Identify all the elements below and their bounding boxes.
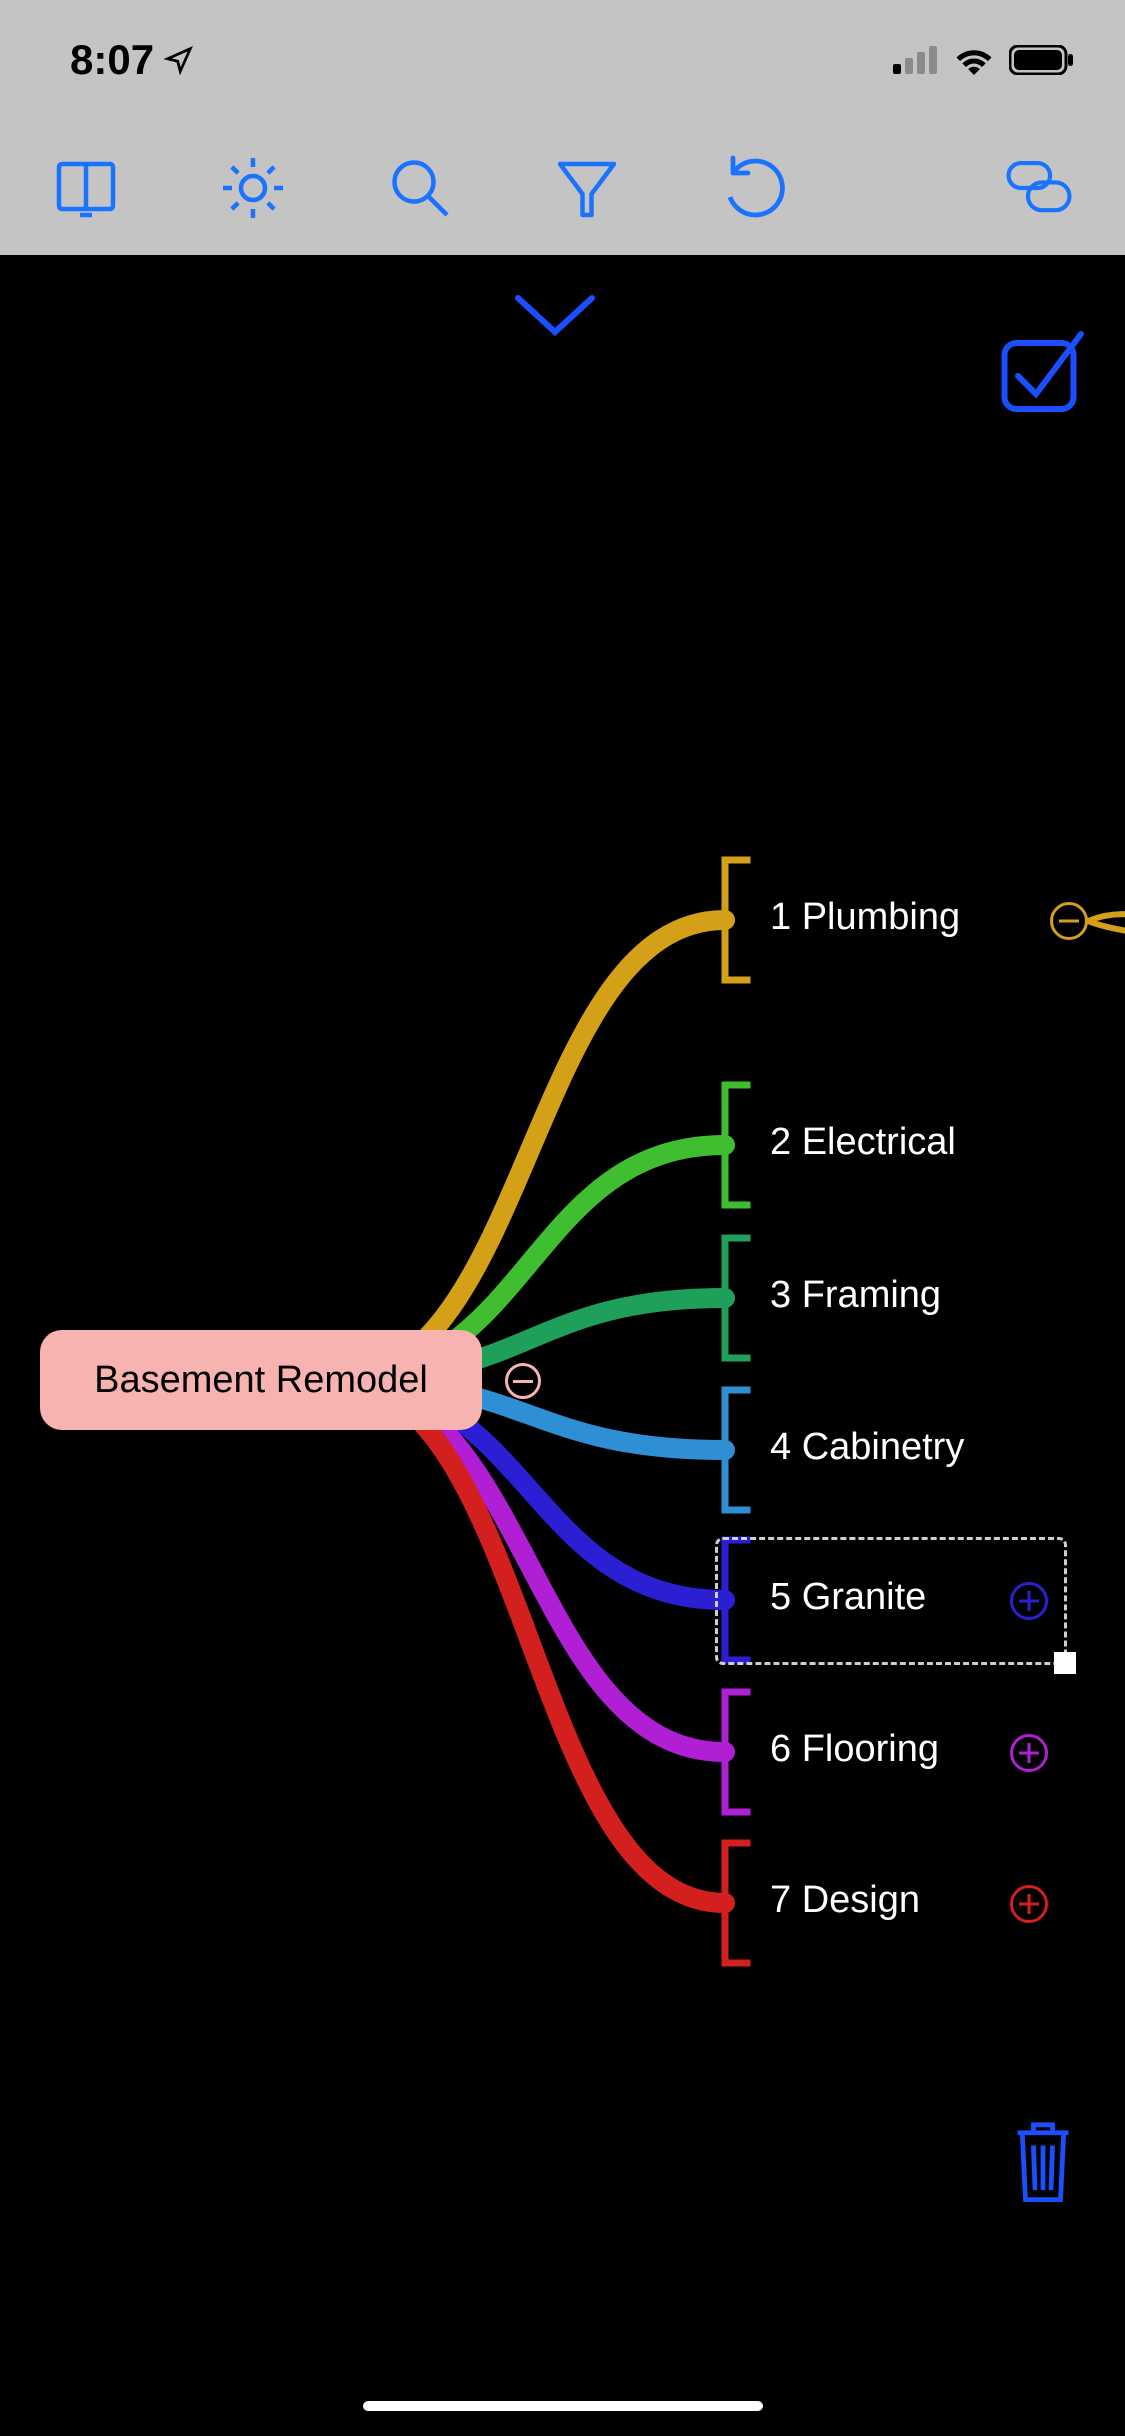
status-icons <box>893 45 1075 75</box>
branch-node[interactable]: 7 Design <box>770 1879 920 1922</box>
branch-node[interactable]: 3 Framing <box>770 1274 941 1317</box>
toolbar-left <box>50 152 790 224</box>
branch-node[interactable]: 6 Flooring <box>770 1728 939 1771</box>
selection-box[interactable] <box>715 1537 1067 1665</box>
battery-icon <box>1009 45 1075 75</box>
trash-icon[interactable] <box>1011 2120 1075 2206</box>
wifi-icon <box>953 45 995 75</box>
root-label: Basement Remodel <box>94 1359 428 1402</box>
toolbar <box>0 120 1125 255</box>
cellular-icon <box>893 46 939 74</box>
location-icon <box>164 45 194 75</box>
branch-node[interactable]: 1 Plumbing <box>770 896 960 939</box>
expand-icon[interactable] <box>1010 1734 1048 1772</box>
time-text: 8:07 <box>70 36 154 84</box>
branch-node[interactable]: 2 Electrical <box>770 1121 956 1164</box>
undo-icon[interactable] <box>718 152 790 224</box>
status-bar: 8:07 <box>0 0 1125 120</box>
expand-icon[interactable] <box>1010 1885 1048 1923</box>
collapse-icon[interactable] <box>1050 902 1088 940</box>
search-icon[interactable] <box>384 152 456 224</box>
collapse-icon[interactable] <box>505 1363 541 1399</box>
filter-icon[interactable] <box>551 152 623 224</box>
chat-icon[interactable] <box>1003 152 1075 224</box>
gear-icon[interactable] <box>217 152 289 224</box>
selection-handle[interactable] <box>1054 1652 1076 1674</box>
library-icon[interactable] <box>50 152 122 224</box>
status-time: 8:07 <box>70 36 194 84</box>
root-node[interactable]: Basement Remodel <box>40 1330 482 1430</box>
branch-node[interactable]: 4 Cabinetry <box>770 1426 964 1469</box>
home-indicator[interactable] <box>363 2401 763 2411</box>
mindmap-canvas[interactable]: Basement Remodel 1 Plumbing 2 Electrical 3… <box>0 255 1125 2436</box>
